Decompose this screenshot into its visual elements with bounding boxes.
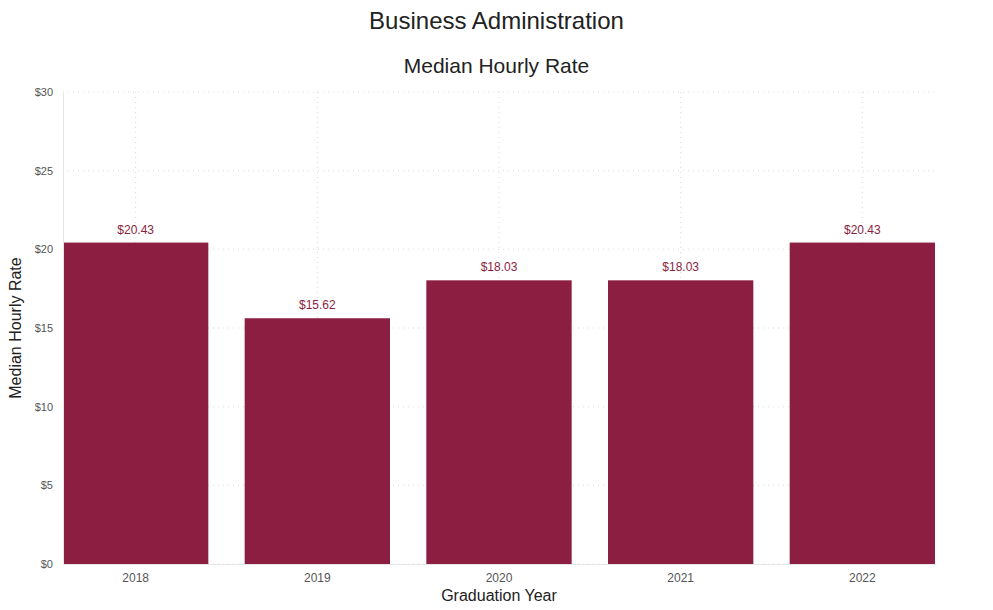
y-axis: $0 $5 $10 $15 $20 $25 $30 [35, 86, 64, 570]
y-tick: $10 [35, 401, 63, 413]
plot: $20.43 $15.62 $18.03 $18.03 $20.43 $0 $5 $10 $15… [35, 86, 936, 585]
x-tick-label: 2020 [486, 571, 513, 585]
title: Business Administration [369, 7, 624, 34]
bar [245, 318, 390, 564]
y-tick: $30 [35, 86, 63, 98]
x-tick-label: 2019 [304, 571, 331, 585]
y-tick-label: $10 [35, 401, 53, 413]
data-label: $15.62 [299, 298, 336, 312]
data-label: $20.43 [844, 223, 881, 237]
y-axis-line [63, 93, 64, 565]
x-tick-label: 2022 [849, 571, 876, 585]
y-tick: $25 [35, 165, 63, 177]
chart: $20.43 $15.62 $18.03 $18.03 $20.43 $0 $5 $10 $15… [0, 0, 993, 610]
y-tick: $0 [41, 558, 63, 570]
data-label: $20.43 [117, 223, 154, 237]
y-grid-line [63, 170, 935, 171]
data-label: $18.03 [662, 260, 699, 274]
bar [790, 243, 935, 564]
x-tick-label: 2018 [122, 571, 149, 585]
x-axis: 2018 2019 2020 2021 2022 [64, 564, 936, 585]
y-tick-label: $15 [35, 322, 53, 334]
x-tick: 2019 [304, 564, 331, 585]
data-label: $18.03 [481, 260, 518, 274]
x-tick-label: 2021 [667, 571, 694, 585]
data-labels: $20.43 $15.62 $18.03 $18.03 $20.43 [117, 223, 881, 313]
y-tick-label: $20 [35, 243, 53, 255]
y-tick-label: $25 [35, 165, 53, 177]
bar [608, 280, 753, 564]
bar [426, 280, 571, 564]
bars [63, 243, 935, 564]
y-tick-label: $5 [41, 479, 53, 491]
y-tick: $20 [35, 243, 63, 255]
y-tick-label: $0 [41, 558, 53, 570]
grid [63, 92, 935, 564]
x-tick: 2020 [486, 564, 513, 585]
bar [63, 243, 208, 564]
x-tick: 2018 [122, 564, 149, 585]
x-axis-line [64, 564, 936, 565]
y-tick: $5 [41, 479, 63, 491]
y-tick-label: $30 [35, 86, 53, 98]
y-tick: $15 [35, 322, 63, 334]
x-axis-title: Graduation Year [441, 587, 557, 604]
subtitle: Median Hourly Rate [404, 54, 590, 77]
x-tick: 2022 [849, 564, 876, 585]
x-tick: 2021 [667, 564, 694, 585]
y-axis-title: Median Hourly Rate [7, 257, 24, 399]
